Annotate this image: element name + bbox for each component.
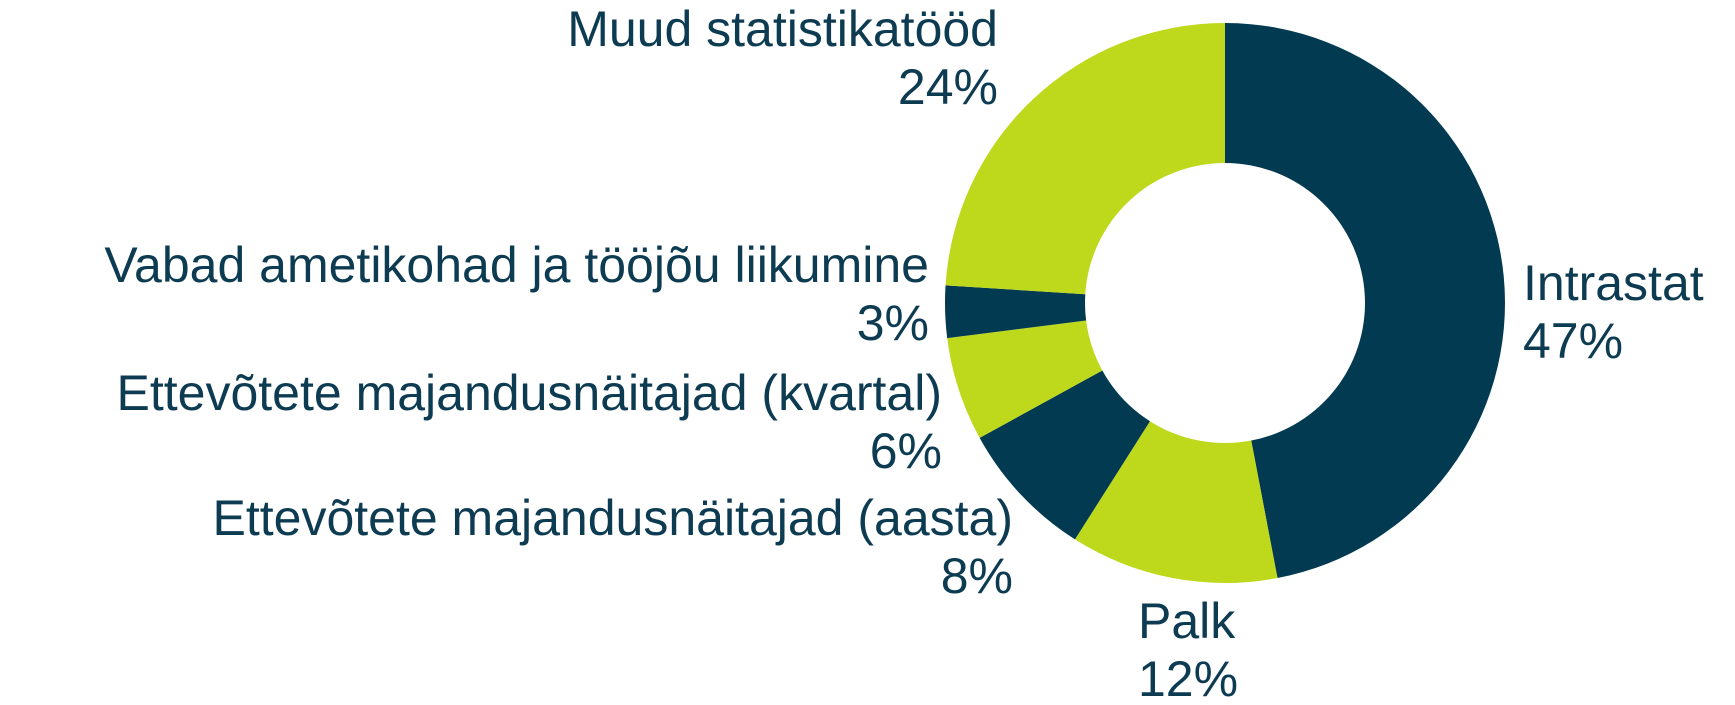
- slice-label: Ettevõtete majandusnäitajad (aasta): [213, 490, 1014, 546]
- slice-label: Palk: [1138, 593, 1236, 649]
- donut-slice: [1225, 23, 1505, 579]
- donut-slice: [945, 23, 1225, 295]
- donut-slice: [947, 320, 1103, 438]
- donut-slice: [945, 285, 1087, 339]
- slice-label: Muud statistikatööd: [567, 1, 998, 57]
- slice-label: Intrastat: [1523, 255, 1704, 311]
- value-label: 3%: [857, 295, 929, 351]
- value-label: 47%: [1523, 313, 1623, 369]
- value-label: 24%: [898, 59, 998, 115]
- value-label: 6%: [870, 423, 942, 479]
- value-label: 8%: [941, 548, 1013, 604]
- slice-label: Ettevõtete majandusnäitajad (kvartal): [117, 365, 942, 421]
- donut-slice: [979, 370, 1150, 540]
- slice-label: Vabad ametikohad ja tööjõu liikumine: [104, 237, 929, 293]
- value-label: 12%: [1138, 651, 1238, 705]
- donut-slice: [1074, 421, 1278, 583]
